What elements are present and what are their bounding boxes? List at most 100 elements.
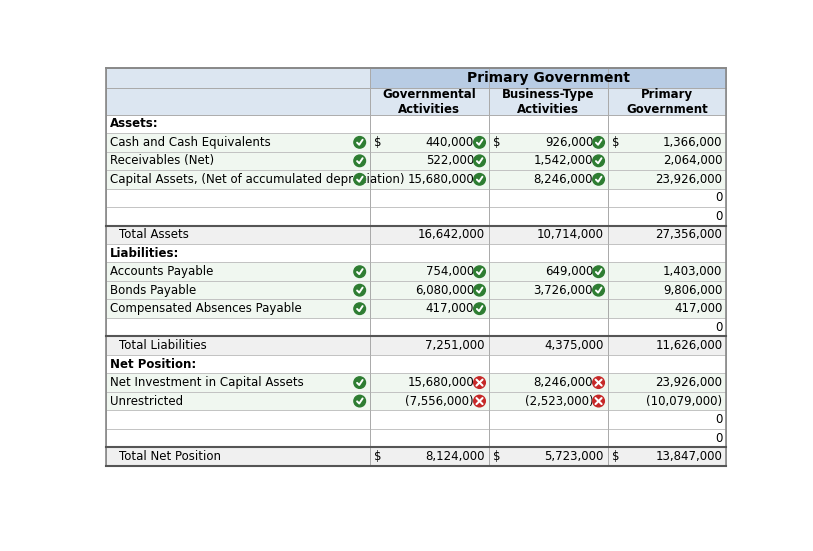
Bar — [608, 299, 726, 318]
Bar — [370, 152, 489, 170]
Text: 2,064,000: 2,064,000 — [663, 154, 723, 168]
Bar — [489, 152, 608, 170]
Bar — [370, 355, 489, 374]
Text: 440,000: 440,000 — [426, 136, 474, 149]
Circle shape — [474, 137, 485, 148]
Circle shape — [593, 377, 604, 388]
Text: 13,847,000: 13,847,000 — [655, 450, 723, 463]
Bar — [107, 68, 370, 89]
Circle shape — [354, 266, 366, 278]
Text: 23,926,000: 23,926,000 — [655, 173, 723, 186]
Bar — [489, 337, 608, 355]
Text: 0: 0 — [715, 413, 723, 426]
Bar — [370, 318, 489, 337]
Bar — [107, 429, 370, 447]
Bar — [107, 244, 370, 262]
Bar — [489, 355, 608, 374]
Bar — [489, 392, 608, 410]
Text: 8,246,000: 8,246,000 — [533, 376, 593, 389]
Bar — [608, 262, 726, 281]
Circle shape — [474, 155, 485, 166]
Bar — [608, 447, 726, 466]
Text: 417,000: 417,000 — [674, 302, 723, 315]
Bar — [608, 429, 726, 447]
Text: Primary
Government: Primary Government — [626, 88, 708, 116]
Circle shape — [593, 284, 604, 296]
Circle shape — [354, 174, 366, 185]
Bar — [370, 262, 489, 281]
Text: 27,356,000: 27,356,000 — [655, 228, 723, 241]
Bar — [608, 89, 726, 115]
Bar — [107, 392, 370, 410]
Bar — [107, 410, 370, 429]
Bar — [489, 429, 608, 447]
Bar — [370, 170, 489, 188]
Bar — [370, 281, 489, 299]
Text: 649,000: 649,000 — [545, 265, 593, 278]
Bar — [608, 115, 726, 133]
Text: (10,079,000): (10,079,000) — [646, 395, 723, 408]
Bar — [489, 299, 608, 318]
Bar — [608, 170, 726, 188]
Bar — [608, 152, 726, 170]
Text: Governmental
Activities: Governmental Activities — [382, 88, 476, 116]
Bar — [489, 89, 608, 115]
Bar — [107, 207, 370, 225]
Text: Bonds Payable: Bonds Payable — [110, 284, 197, 296]
Text: (2,523,000): (2,523,000) — [524, 395, 593, 408]
Circle shape — [593, 266, 604, 278]
Circle shape — [354, 377, 366, 388]
Bar — [608, 188, 726, 207]
Bar — [489, 207, 608, 225]
Bar — [489, 447, 608, 466]
Bar — [107, 170, 370, 188]
Text: 7,251,000: 7,251,000 — [425, 339, 485, 352]
Text: Unrestricted: Unrestricted — [110, 395, 183, 408]
Text: Receivables (Net): Receivables (Net) — [110, 154, 215, 168]
Bar — [608, 392, 726, 410]
Bar — [489, 188, 608, 207]
Bar — [107, 447, 370, 466]
Text: 23,926,000: 23,926,000 — [655, 376, 723, 389]
Circle shape — [474, 284, 485, 296]
Circle shape — [474, 303, 485, 315]
Text: Primary Government: Primary Government — [467, 72, 629, 85]
Bar — [608, 244, 726, 262]
Bar — [370, 447, 489, 466]
Bar — [107, 355, 370, 374]
Bar — [370, 188, 489, 207]
Text: 11,626,000: 11,626,000 — [655, 339, 723, 352]
Text: Net Position:: Net Position: — [110, 358, 197, 371]
Bar — [370, 374, 489, 392]
Text: 417,000: 417,000 — [426, 302, 474, 315]
Circle shape — [354, 155, 366, 166]
Text: $: $ — [493, 450, 500, 463]
Circle shape — [354, 137, 366, 148]
Bar — [489, 133, 608, 152]
Text: 8,246,000: 8,246,000 — [533, 173, 593, 186]
Bar — [489, 262, 608, 281]
Bar — [489, 281, 608, 299]
Bar — [608, 355, 726, 374]
Text: 16,642,000: 16,642,000 — [418, 228, 485, 241]
Bar — [107, 299, 370, 318]
Text: Assets:: Assets: — [110, 117, 159, 131]
Bar — [107, 115, 370, 133]
Text: 15,680,000: 15,680,000 — [407, 173, 474, 186]
Bar — [608, 410, 726, 429]
Circle shape — [354, 284, 366, 296]
Bar — [107, 374, 370, 392]
Text: Liabilities:: Liabilities: — [110, 247, 180, 260]
Bar — [370, 299, 489, 318]
Bar — [370, 89, 489, 115]
Bar — [608, 133, 726, 152]
Bar — [608, 281, 726, 299]
Text: 5,723,000: 5,723,000 — [545, 450, 604, 463]
Text: Total Assets: Total Assets — [120, 228, 189, 241]
Bar — [370, 244, 489, 262]
Text: (7,556,000): (7,556,000) — [406, 395, 474, 408]
Bar — [489, 374, 608, 392]
Bar — [370, 337, 489, 355]
Bar — [107, 152, 370, 170]
Text: 4,375,000: 4,375,000 — [545, 339, 604, 352]
